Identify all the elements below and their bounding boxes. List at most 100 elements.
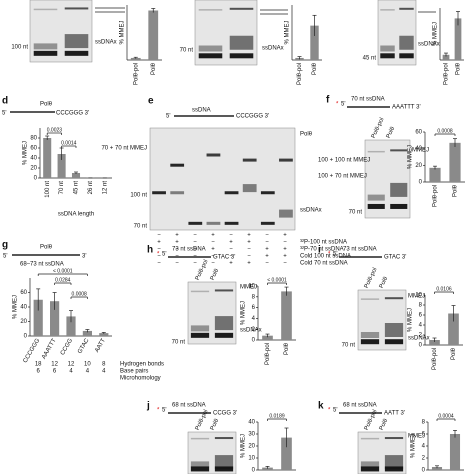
gel-band <box>384 339 404 345</box>
lane-label: Polθ <box>210 417 221 431</box>
sign: + <box>229 261 233 267</box>
gel-band <box>367 194 385 201</box>
label: 5' <box>333 252 337 258</box>
x-tick-label: CCGG <box>60 338 74 357</box>
sign: − <box>211 261 215 267</box>
y-tick-label: 6 <box>252 305 256 311</box>
y-axis-label: % MMEJ <box>241 434 247 458</box>
panel-label: f <box>326 95 330 106</box>
x-tick-label: CCCGGG <box>23 338 42 365</box>
label: MMEJ <box>240 285 257 291</box>
gel-band <box>206 153 221 157</box>
sign: + <box>175 233 179 239</box>
p-value: 0.0008 <box>437 128 453 134</box>
y-tick-label: 30 <box>248 432 255 438</box>
panel-label: h <box>147 245 153 256</box>
label: 70 nt ssDNA <box>351 97 385 103</box>
x-tick-label: Polθ <box>151 62 157 75</box>
sign: + <box>283 233 287 239</box>
label: 5' <box>162 408 166 414</box>
label: MMEJ <box>408 434 425 440</box>
row-label: ³²P-70 nt ssDNA <box>300 247 344 253</box>
y-tick-label: 0 <box>419 180 423 186</box>
p-value: < 0.0001 <box>53 268 73 274</box>
gel-band <box>260 221 275 225</box>
label: AATT 3' <box>384 411 405 417</box>
table-value: 4 <box>86 369 90 375</box>
y-tick-label: 0 <box>419 343 423 349</box>
gel-band <box>367 203 385 209</box>
label: AAATTT 3' <box>392 105 421 111</box>
gel-band <box>229 35 254 50</box>
gel-band <box>279 209 293 218</box>
label: CCCGGG 3' <box>236 114 269 120</box>
label: 100 + 70 nt MMEJ <box>318 174 367 180</box>
gel-band <box>214 289 234 292</box>
bar <box>99 333 109 336</box>
label: MMEJ <box>412 148 429 154</box>
y-tick-label: 8 <box>419 303 423 309</box>
y-tick-label: 4 <box>252 316 256 322</box>
x-axis-label: ssDNA length <box>58 212 94 218</box>
sign: + <box>211 233 215 239</box>
gel-band <box>214 455 234 470</box>
sign: − <box>157 233 161 239</box>
gel-band <box>224 221 239 225</box>
lane-label: Polθ <box>386 125 397 139</box>
sign: − <box>175 247 179 253</box>
y-tick-label: 60 <box>20 290 27 296</box>
label: 68 nt ssDNA <box>343 403 377 409</box>
label-mark: * <box>157 408 160 414</box>
table-value: 18 <box>35 362 42 368</box>
y-tick-label: 4 <box>422 444 426 450</box>
label: CCGG 3' <box>213 411 237 417</box>
y-tick-label: 10 <box>415 293 422 299</box>
y-tick-label: 0 <box>422 468 426 474</box>
gel-band <box>190 332 210 338</box>
gel-band <box>360 466 380 472</box>
gel-band <box>64 34 89 49</box>
label: 70 nt <box>180 48 194 54</box>
y-tick-label: 20 <box>248 444 255 450</box>
label: ssDNAx <box>95 40 117 46</box>
y-tick-label: 2 <box>419 333 423 339</box>
bar <box>130 57 141 60</box>
sign: − <box>229 254 233 260</box>
p-value: 0.0284 <box>55 277 71 283</box>
sign: − <box>211 254 215 260</box>
table-value: 12 <box>68 362 75 368</box>
gel-band <box>33 8 58 11</box>
gel-band <box>360 332 380 338</box>
x-tick-label: Polθ-pol <box>265 343 271 365</box>
gel-band <box>190 290 210 293</box>
y-tick-label: 80 <box>30 136 37 142</box>
gel-band <box>242 158 257 162</box>
gel-band <box>188 221 203 225</box>
gel-band <box>198 45 223 52</box>
gel-band <box>214 332 234 338</box>
gel-band <box>380 9 395 11</box>
lane-label: Polθ-pol <box>195 259 210 281</box>
bar <box>429 167 441 182</box>
panel-label: i <box>318 245 321 256</box>
sign: + <box>283 254 287 260</box>
gel-band <box>170 191 185 195</box>
gel-band <box>399 53 414 59</box>
gel-band <box>260 191 275 195</box>
row-label: Cold 70 nt ssDNA <box>300 261 348 267</box>
sign: − <box>157 247 161 253</box>
x-tick-label: Polθ <box>312 62 318 75</box>
p-value: 0.0004 <box>438 413 454 419</box>
label: 68 nt ssDNA <box>172 403 206 409</box>
gel-band <box>152 191 166 195</box>
sign: + <box>247 240 251 246</box>
bar <box>431 467 443 470</box>
bar <box>262 335 273 340</box>
y-axis-label: % MMEJ <box>408 145 414 169</box>
x-tick-label: 100 nt <box>45 181 51 198</box>
y-tick-label: 0 <box>252 468 256 474</box>
y-tick-label: 2 <box>422 456 426 462</box>
sign: − <box>283 261 287 267</box>
y-tick-label: 40 <box>20 305 27 311</box>
gel-band <box>170 163 185 167</box>
